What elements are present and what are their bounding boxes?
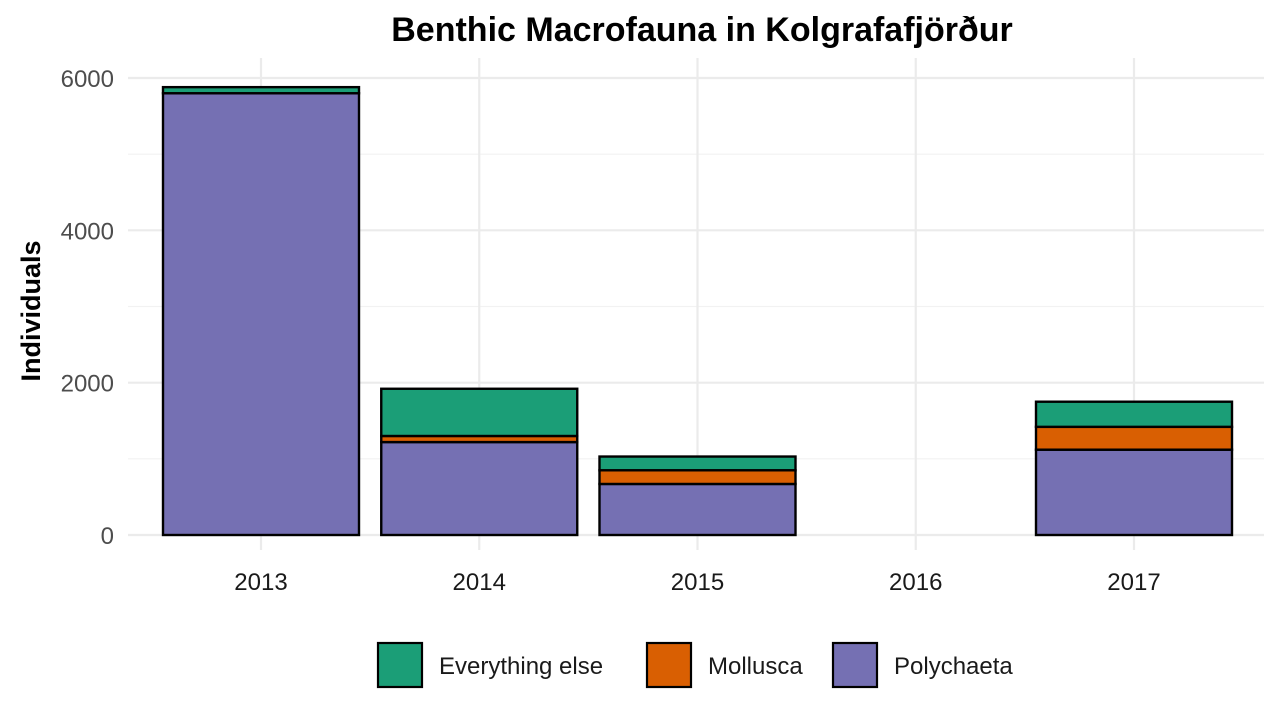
x-tick-label: 2013	[234, 569, 287, 596]
x-tick-label: 2014	[453, 569, 506, 596]
bar-2013-everything-else	[161, 85, 361, 95]
bar-2015-everything-else	[598, 455, 797, 472]
bar-2015-mollusca	[598, 469, 797, 486]
axis-ticks: 0 2000 4000 6000 2013 2014 2015 2016 2017	[61, 66, 1161, 596]
legend: Everything else Mollusca Polychaeta	[376, 641, 1013, 689]
bar-2013-polychaeta	[161, 92, 361, 537]
legend-label: Polychaeta	[894, 653, 1013, 680]
bar-2017-mollusca	[1034, 425, 1234, 451]
legend-label: Mollusca	[708, 653, 803, 680]
bar-2014-polychaeta	[380, 440, 579, 537]
bar-2015-polychaeta	[598, 482, 797, 537]
bar-2017-everything-else	[1034, 400, 1234, 429]
x-tick-label: 2015	[671, 569, 724, 596]
bars	[161, 85, 1234, 537]
y-axis-label: Individuals	[16, 240, 46, 381]
bar-2017-polychaeta	[1034, 448, 1234, 537]
y-tick-label: 6000	[61, 66, 114, 93]
legend-key	[645, 641, 693, 689]
y-tick-label: 4000	[61, 218, 114, 245]
chart-title: Benthic Macrofauna in Kolgrafafjörður	[391, 11, 1013, 49]
y-tick-label: 0	[101, 523, 114, 550]
x-tick-label: 2017	[1107, 569, 1160, 596]
x-tick-label: 2016	[889, 569, 942, 596]
legend-label: Everything else	[439, 653, 603, 680]
legend-key	[831, 641, 879, 689]
legend-key	[376, 641, 424, 689]
bar-2014-everything-else	[380, 387, 579, 438]
y-tick-label: 2000	[61, 371, 114, 398]
